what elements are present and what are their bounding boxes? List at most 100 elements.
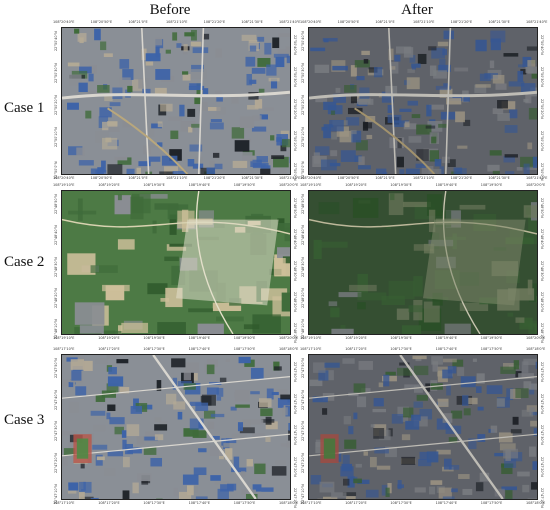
longitude-ticks: 108°19'10"E 108°19'20"E 108°19'30"E 108°19'… (300, 183, 545, 189)
latitude-tick-label: 22°50'10"N (293, 131, 297, 151)
latitude-tick-label: 22°48'10"N (54, 319, 58, 339)
longitude-tick-label: 108°19'50"E (480, 183, 503, 187)
latitude-ticks: 22°50'40"N 22°50'30"N 22°50'20"N 22°50'10"N… (54, 27, 60, 179)
longitude-tick-label: 108°19'50"E (480, 336, 503, 340)
longitude-tick-label: 108°20'40"E (300, 176, 322, 180)
longitude-tick-label: 108°17'50"E (233, 347, 256, 351)
longitude-tick-label: 108°17'10"E (300, 347, 322, 351)
longitude-tick-label: 108°17'20"E (345, 347, 367, 351)
latitude-tick-label: 22°48'50"N (293, 198, 297, 218)
latitude-tick-label: 22°47'40"N (54, 389, 58, 410)
longitude-tick-label: 108°20'40"E (300, 20, 322, 24)
longitude-tick-label: 108°21'20"E (450, 176, 473, 180)
longitude-tick-label: 108°21'40"E (526, 20, 548, 24)
latitude-tick-label: 22°48'10"N (540, 323, 544, 343)
latitude-tick-label: 22°47'50"N (293, 362, 297, 382)
latitude-tick-label: 22°47'50"N (301, 358, 305, 378)
longitude-tick-label: 108°19'30"E (143, 183, 165, 187)
latitude-tick-label: 22°50'40"N (540, 35, 544, 55)
longitude-ticks: 108°17'10"E 108°17'20"E 108°17'30"E 108°17'… (53, 501, 298, 507)
latitude-tick-label: 22°48'40"N (54, 225, 58, 246)
latitude-tick-label: 22°48'20"N (54, 288, 58, 308)
latitude-tick-label: 22°50'20"N (540, 99, 544, 119)
longitude-tick-label: 108°21'40"E (279, 176, 301, 180)
longitude-tick-label: 108°19'10"E (53, 336, 75, 340)
longitude-tick-label: 108°21'30"E (241, 20, 263, 24)
longitude-tick-label: 108°19'40"E (435, 336, 458, 340)
latitude-tick-label: 22°48'40"N (293, 229, 297, 249)
latitude-tick-label: 22°50'0"N (54, 161, 58, 179)
latitude-tick-label: 22°50'10"N (54, 127, 58, 147)
column-header-before: Before (149, 2, 191, 18)
latitude-tick-label: 22°47'40"N (301, 389, 305, 410)
satellite-image-case-2-after (308, 190, 538, 335)
longitude-tick-label: 108°19'40"E (435, 183, 458, 187)
longitude-tick-label: 108°17'30"E (390, 501, 412, 505)
longitude-tick-label: 108°18'0"E (279, 501, 299, 505)
longitude-tick-label: 108°17'10"E (53, 347, 75, 351)
longitude-tick-label: 108°17'40"E (188, 347, 211, 351)
latitude-tick-label: 22°47'10"N (540, 488, 544, 508)
longitude-tick-label: 108°19'30"E (390, 336, 412, 340)
longitude-tick-label: 108°21'20"E (450, 20, 473, 24)
latitude-tick-label: 22°47'10"N (301, 484, 305, 504)
longitude-ticks: 108°17'10"E 108°17'20"E 108°17'30"E 108°17'… (300, 501, 545, 507)
latitude-tick-label: 22°50'0"N (540, 163, 544, 181)
row-label-case-2: Case 2 (4, 254, 45, 270)
latitude-tick-label: 22°47'10"N (293, 488, 297, 508)
latitude-tick-label: 22°50'10"N (301, 127, 305, 147)
satellite-image-case-1-after (308, 27, 538, 175)
longitude-tick-label: 108°20'0"E (279, 336, 299, 340)
longitude-tick-label: 108°19'50"E (233, 336, 256, 340)
latitude-tick-label: 22°50'30"N (293, 67, 297, 87)
latitude-tick-label: 22°47'50"N (540, 362, 544, 382)
longitude-ticks: 108°20'40"E 108°20'50"E 108°21'0"E 108°21'1… (300, 176, 547, 182)
latitude-tick-label: 22°48'10"N (293, 323, 297, 343)
latitude-tick-label: 22°48'50"N (54, 194, 58, 214)
latitude-ticks: 22°48'50"N 22°48'40"N 22°48'30"N 22°48'20"N… (54, 190, 60, 339)
latitude-ticks: 22°50'40"N 22°50'30"N 22°50'20"N 22°50'10"N… (292, 27, 298, 181)
latitude-tick-label: 22°47'30"N (540, 425, 544, 445)
longitude-tick-label: 108°19'40"E (188, 336, 211, 340)
latitude-tick-label: 22°50'0"N (293, 163, 297, 181)
latitude-tick-label: 22°47'20"N (293, 456, 297, 477)
latitude-tick-label: 22°48'20"N (301, 288, 305, 308)
longitude-tick-label: 108°17'10"E (53, 501, 75, 505)
longitude-tick-label: 108°17'30"E (143, 501, 165, 505)
latitude-tick-label: 22°50'40"N (54, 31, 58, 51)
longitude-ticks: 108°17'10"E 108°17'20"E 108°17'30"E 108°17'… (53, 347, 298, 353)
latitude-ticks: 22°47'50"N 22°47'40"N 22°47'30"N 22°47'20"N… (54, 354, 60, 504)
longitude-tick-label: 108°17'50"E (480, 347, 503, 351)
longitude-tick-label: 108°20'40"E (53, 176, 75, 180)
longitude-tick-label: 108°19'30"E (390, 183, 412, 187)
longitude-tick-label: 108°21'10"E (413, 176, 435, 180)
longitude-tick-label: 108°20'0"E (279, 183, 299, 187)
latitude-tick-label: 22°48'20"N (293, 291, 297, 312)
latitude-tick-label: 22°50'10"N (540, 131, 544, 151)
longitude-ticks: 108°19'10"E 108°19'20"E 108°19'30"E 108°19'… (53, 183, 298, 189)
latitude-tick-label: 22°48'30"N (301, 256, 305, 277)
longitude-tick-label: 108°21'0"E (375, 176, 395, 180)
latitude-tick-label: 22°50'30"N (540, 67, 544, 87)
longitude-tick-label: 108°19'10"E (53, 183, 75, 187)
longitude-tick-label: 108°19'10"E (300, 336, 322, 340)
latitude-tick-label: 22°48'40"N (301, 225, 305, 246)
longitude-tick-label: 108°17'50"E (233, 501, 256, 505)
latitude-ticks: 22°48'50"N 22°48'40"N 22°48'30"N 22°48'20"N… (539, 190, 545, 343)
longitude-tick-label: 108°21'40"E (279, 20, 301, 24)
latitude-tick-label: 22°50'20"N (301, 95, 305, 115)
longitude-tick-label: 108°19'20"E (345, 183, 367, 187)
longitude-tick-label: 108°17'40"E (435, 501, 458, 505)
latitude-tick-label: 22°50'0"N (301, 161, 305, 179)
longitude-tick-label: 108°18'0"E (526, 347, 546, 351)
longitude-tick-label: 108°21'20"E (203, 176, 226, 180)
latitude-tick-label: 22°50'40"N (293, 35, 297, 55)
longitude-tick-label: 108°21'30"E (488, 176, 510, 180)
longitude-tick-label: 108°21'10"E (413, 20, 435, 24)
latitude-tick-label: 22°47'30"N (54, 421, 58, 441)
longitude-tick-label: 108°21'10"E (166, 176, 188, 180)
latitude-tick-label: 22°47'40"N (540, 393, 544, 414)
latitude-ticks: 22°48'50"N 22°48'40"N 22°48'30"N 22°48'20"N… (301, 190, 307, 339)
longitude-tick-label: 108°19'40"E (188, 183, 211, 187)
latitude-tick-label: 22°47'30"N (301, 421, 305, 441)
